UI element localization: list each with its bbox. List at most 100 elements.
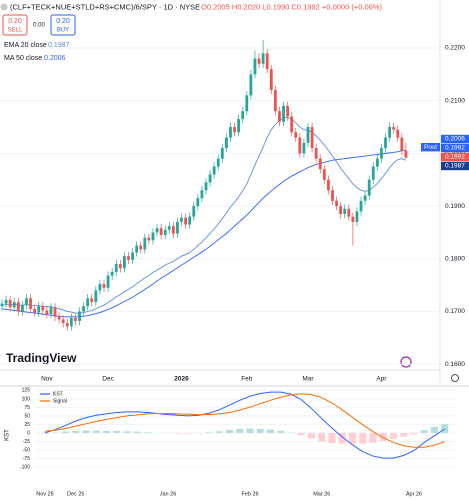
candle-body xyxy=(176,221,179,234)
y-tick-label: 0.1600 xyxy=(445,361,465,368)
candle-body xyxy=(8,299,12,308)
candle-body xyxy=(237,119,241,133)
candle-body xyxy=(123,256,126,269)
x-tick-label: Jan 26 xyxy=(160,491,177,497)
x-tick-label: Nov xyxy=(41,376,53,383)
candle-body xyxy=(131,252,134,260)
candle-body xyxy=(282,105,285,122)
candle-body xyxy=(208,174,212,183)
price-label: 0.1987 xyxy=(445,163,465,170)
candle-body xyxy=(16,302,20,312)
y-tick-label: 50 xyxy=(24,413,30,419)
price-label-bg xyxy=(441,161,469,171)
candle-body xyxy=(343,208,347,214)
candle-body xyxy=(114,264,118,272)
candle-body xyxy=(143,237,147,250)
candle-body xyxy=(290,116,294,133)
y-tick-label: 125 xyxy=(22,388,31,394)
candle-body xyxy=(347,208,351,217)
candle-body xyxy=(245,95,249,112)
histogram-bar xyxy=(400,432,408,437)
candle-body xyxy=(106,275,110,288)
histogram-bar xyxy=(410,432,418,435)
histogram-bar xyxy=(41,432,49,434)
candle-body xyxy=(74,317,77,321)
y-tick-label: -25 xyxy=(23,439,30,445)
candle-body xyxy=(339,206,343,214)
candle-body xyxy=(49,307,53,315)
candle-body xyxy=(400,137,404,151)
candle-body xyxy=(404,150,408,158)
candle-body xyxy=(118,264,122,269)
buy-button[interactable] xyxy=(50,14,76,36)
alert-icon[interactable] xyxy=(400,356,412,368)
candle-body xyxy=(21,305,24,312)
y-tick-label: 0.1900 xyxy=(445,203,465,210)
candle-body xyxy=(331,190,334,201)
candle-body xyxy=(90,298,94,303)
histogram-bar xyxy=(431,426,438,433)
histogram-bar xyxy=(185,432,192,434)
candle-body xyxy=(384,137,387,149)
histogram-bar xyxy=(308,432,315,439)
histogram-bar xyxy=(215,431,223,433)
price-label-bg xyxy=(441,134,469,144)
histogram-bar xyxy=(226,429,233,433)
candle-body xyxy=(359,200,363,212)
sell-label[interactable]: SELL xyxy=(8,28,23,34)
candle-body xyxy=(37,306,41,313)
candle-body xyxy=(4,299,8,304)
legend-name: MA 50 close xyxy=(4,55,42,62)
sell-button[interactable] xyxy=(2,14,28,36)
candle-body xyxy=(45,310,49,315)
x-tick-label: Feb xyxy=(241,376,253,383)
candle-body xyxy=(351,216,355,222)
price-label: 0.2006 xyxy=(445,136,465,143)
histogram-bar xyxy=(62,431,69,433)
candle-body xyxy=(273,90,277,112)
candle-body xyxy=(371,166,375,180)
buy-label[interactable]: BUY xyxy=(57,28,69,34)
x-tick-label: Mar 26 xyxy=(313,491,330,497)
candle-body xyxy=(298,137,302,154)
histogram-bar xyxy=(103,430,110,433)
candle-body xyxy=(188,216,192,225)
settings-icon[interactable] xyxy=(451,374,459,382)
candle-body xyxy=(249,74,253,96)
histogram-bar xyxy=(390,432,397,440)
watermark: TradingView xyxy=(6,351,77,365)
y-tick-label: 75 xyxy=(24,405,30,411)
histogram-bar xyxy=(236,428,244,433)
histogram-bar xyxy=(277,430,285,433)
y-tick-label: 100 xyxy=(22,396,31,402)
histogram-bar xyxy=(349,432,356,444)
sell-price[interactable]: 0.20 xyxy=(8,18,22,25)
candle-body xyxy=(155,228,159,233)
candle-body xyxy=(310,127,314,149)
candle-body xyxy=(241,111,245,120)
y-tick-label: -75 xyxy=(23,456,30,462)
candle-body xyxy=(318,158,322,170)
histogram-bar xyxy=(328,432,336,444)
candle-body xyxy=(253,58,257,75)
x-tick-label: Dec 25 xyxy=(67,491,84,497)
candle-body xyxy=(82,306,85,312)
y-tick-label: -100 xyxy=(20,464,30,470)
candle-body xyxy=(220,148,224,159)
price-label: 0.1992 xyxy=(445,154,465,161)
y-tick-label: 25 xyxy=(24,422,30,428)
legend-value: 0.1987 xyxy=(48,42,70,49)
series-line xyxy=(1,117,407,314)
candle-body xyxy=(147,237,151,241)
buy-price[interactable]: 0.20 xyxy=(56,18,70,25)
candle-body xyxy=(94,290,98,303)
candle-body xyxy=(127,256,130,260)
candle-body xyxy=(192,206,196,217)
candle-body xyxy=(327,179,330,191)
y-tick-label: 0.1800 xyxy=(445,256,465,263)
candle-body xyxy=(388,127,391,138)
candle-body xyxy=(65,323,69,327)
candle-body xyxy=(135,245,139,253)
histogram-bar xyxy=(369,432,377,443)
histogram-bar xyxy=(318,432,326,442)
